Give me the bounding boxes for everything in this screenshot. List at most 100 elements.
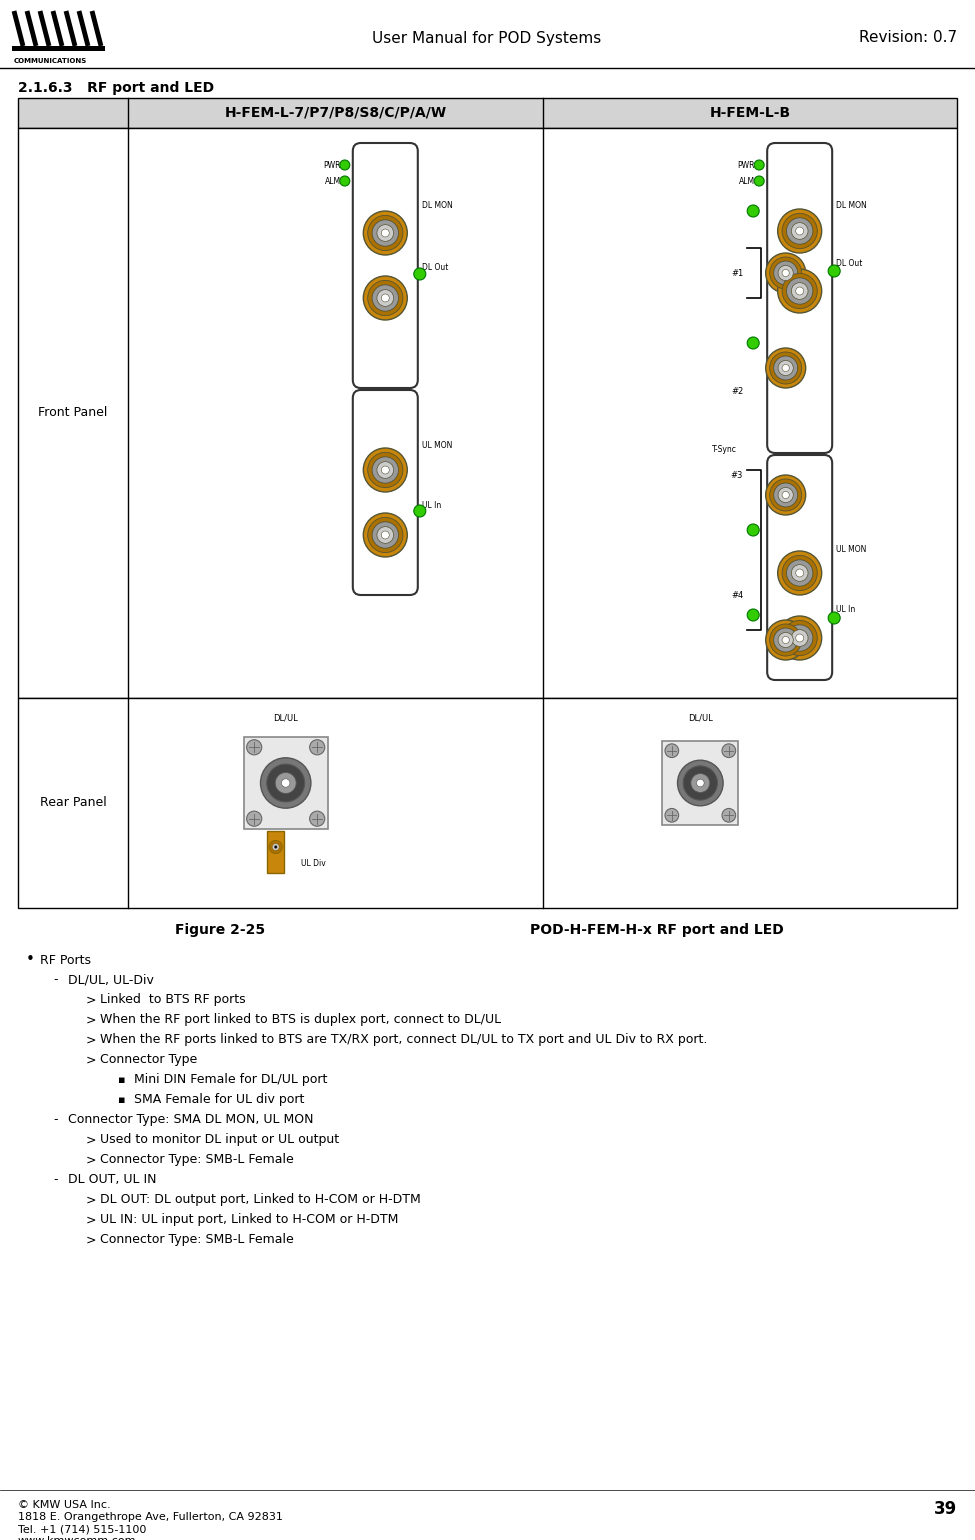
Text: ▪: ▪ bbox=[118, 1095, 126, 1106]
Text: Figure 2-25: Figure 2-25 bbox=[175, 922, 265, 936]
Circle shape bbox=[377, 527, 394, 544]
Text: ALM: ALM bbox=[739, 177, 756, 185]
Text: UL In: UL In bbox=[422, 500, 441, 510]
Text: #1: #1 bbox=[731, 268, 743, 277]
Text: www.kmwcomm.com: www.kmwcomm.com bbox=[18, 1535, 136, 1540]
Circle shape bbox=[787, 561, 813, 587]
Text: 1818 E. Orangethrope Ave, Fullerton, CA 92831: 1818 E. Orangethrope Ave, Fullerton, CA … bbox=[18, 1512, 283, 1522]
Circle shape bbox=[787, 217, 813, 245]
Text: SMA Female for UL div port: SMA Female for UL div port bbox=[134, 1093, 304, 1107]
Circle shape bbox=[782, 621, 817, 656]
Circle shape bbox=[310, 812, 325, 827]
Text: UL MON: UL MON bbox=[422, 440, 452, 450]
Circle shape bbox=[769, 479, 801, 511]
Circle shape bbox=[782, 365, 790, 371]
Circle shape bbox=[778, 487, 794, 502]
Circle shape bbox=[787, 277, 813, 305]
Circle shape bbox=[747, 337, 760, 350]
Text: 39: 39 bbox=[934, 1500, 957, 1518]
Bar bbox=[267, 832, 284, 873]
Circle shape bbox=[769, 353, 801, 383]
Circle shape bbox=[368, 453, 403, 488]
Text: When the RF ports linked to BTS are TX/RX port, connect DL/UL to TX port and UL : When the RF ports linked to BTS are TX/R… bbox=[100, 1033, 708, 1047]
Circle shape bbox=[774, 484, 798, 507]
Circle shape bbox=[377, 462, 394, 479]
Circle shape bbox=[765, 253, 805, 293]
Circle shape bbox=[377, 225, 394, 242]
Circle shape bbox=[372, 457, 399, 484]
Text: -: - bbox=[53, 973, 58, 987]
Circle shape bbox=[274, 845, 277, 849]
Circle shape bbox=[665, 808, 679, 822]
Circle shape bbox=[267, 764, 304, 802]
Circle shape bbox=[275, 773, 296, 793]
Circle shape bbox=[787, 625, 813, 651]
Circle shape bbox=[722, 808, 736, 822]
Circle shape bbox=[774, 260, 798, 285]
Circle shape bbox=[796, 570, 803, 578]
Text: Tel. +1 (714) 515-1100: Tel. +1 (714) 515-1100 bbox=[18, 1525, 146, 1534]
Circle shape bbox=[381, 467, 389, 474]
Circle shape bbox=[747, 205, 760, 217]
Circle shape bbox=[782, 214, 817, 248]
Text: DL/UL: DL/UL bbox=[273, 713, 298, 722]
Circle shape bbox=[782, 270, 790, 277]
Text: Connector Type: Connector Type bbox=[100, 1053, 197, 1067]
FancyBboxPatch shape bbox=[767, 454, 833, 681]
Text: Used to monitor DL input or UL output: Used to monitor DL input or UL output bbox=[100, 1133, 339, 1146]
Circle shape bbox=[368, 216, 403, 251]
Circle shape bbox=[765, 474, 805, 514]
Circle shape bbox=[372, 522, 399, 548]
Bar bbox=[662, 741, 738, 825]
Circle shape bbox=[368, 517, 403, 553]
Circle shape bbox=[364, 211, 408, 256]
Bar bbox=[18, 698, 957, 909]
Circle shape bbox=[792, 223, 808, 239]
Circle shape bbox=[665, 744, 679, 758]
Text: Revision: 0.7: Revision: 0.7 bbox=[859, 31, 957, 46]
Circle shape bbox=[782, 274, 817, 308]
Circle shape bbox=[782, 491, 790, 499]
Circle shape bbox=[269, 841, 283, 853]
Text: >: > bbox=[86, 1053, 97, 1067]
Circle shape bbox=[796, 286, 803, 296]
Circle shape bbox=[755, 176, 764, 186]
Text: DL/UL, UL-Div: DL/UL, UL-Div bbox=[68, 973, 154, 987]
Text: H-FEM-L-7/P7/P8/S8/C/P/A/W: H-FEM-L-7/P7/P8/S8/C/P/A/W bbox=[224, 106, 447, 120]
Circle shape bbox=[272, 844, 279, 850]
Circle shape bbox=[774, 356, 798, 380]
Circle shape bbox=[769, 624, 801, 656]
Text: #2: #2 bbox=[731, 387, 743, 396]
Circle shape bbox=[683, 765, 718, 801]
Circle shape bbox=[413, 505, 426, 517]
Text: DL OUT: DL output port, Linked to H-COM or H-DTM: DL OUT: DL output port, Linked to H-COM … bbox=[100, 1194, 421, 1206]
Text: ▪: ▪ bbox=[118, 1075, 126, 1086]
Circle shape bbox=[828, 265, 840, 277]
Text: >: > bbox=[86, 1194, 97, 1206]
Circle shape bbox=[310, 739, 325, 755]
Circle shape bbox=[247, 812, 261, 827]
Circle shape bbox=[747, 608, 760, 621]
Text: H-FEM-L-B: H-FEM-L-B bbox=[710, 106, 791, 120]
Circle shape bbox=[381, 531, 389, 539]
Circle shape bbox=[372, 285, 399, 311]
Text: >: > bbox=[86, 1013, 97, 1027]
Text: >: > bbox=[86, 1214, 97, 1226]
Text: •: • bbox=[26, 953, 35, 967]
Text: User Manual for POD Systems: User Manual for POD Systems bbox=[372, 31, 602, 46]
Text: RF Ports: RF Ports bbox=[40, 953, 91, 967]
Text: ALM: ALM bbox=[325, 177, 341, 185]
Text: Rear Panel: Rear Panel bbox=[40, 796, 106, 810]
Text: T-Sync: T-Sync bbox=[713, 445, 737, 454]
Circle shape bbox=[413, 268, 426, 280]
Circle shape bbox=[796, 226, 803, 236]
Text: UL MON: UL MON bbox=[837, 545, 867, 554]
Text: Front Panel: Front Panel bbox=[38, 407, 107, 419]
Circle shape bbox=[769, 257, 801, 290]
Bar bbox=[12, 46, 105, 51]
Text: -: - bbox=[53, 1173, 58, 1186]
Circle shape bbox=[778, 551, 822, 594]
Circle shape bbox=[247, 739, 261, 755]
FancyBboxPatch shape bbox=[767, 143, 833, 453]
Circle shape bbox=[792, 630, 808, 647]
